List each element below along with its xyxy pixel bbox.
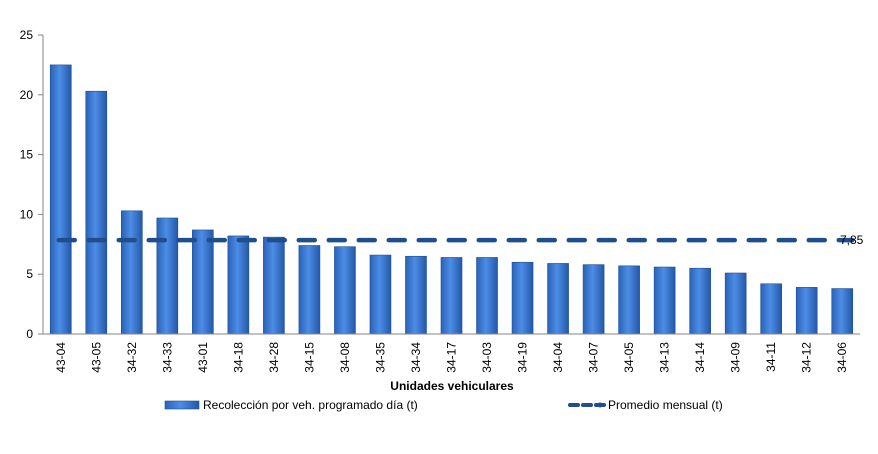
x-tick-label: 34-03 (480, 342, 494, 373)
bar (795, 287, 818, 335)
bar (85, 90, 108, 335)
bar (831, 288, 854, 335)
x-tick-label: 34-28 (267, 342, 281, 373)
x-tick-label: 34-06 (835, 342, 849, 373)
x-axis-title: Unidades vehiculares (390, 379, 514, 393)
bar (192, 229, 214, 335)
bar (49, 64, 72, 335)
bar (760, 283, 782, 335)
y-tick-label: 10 (20, 207, 34, 221)
x-tick-label: 34-08 (338, 342, 352, 373)
legend-label-average: Promedio mensual (t) (608, 398, 723, 412)
x-axis: 43-04 43-05 34-32 34-33 43-01 34-18 34-28 34-15… (43, 333, 860, 373)
x-tick-label: 34-32 (125, 342, 139, 373)
x-tick-label: 34-15 (302, 342, 316, 373)
y-tick-label: 20 (20, 88, 34, 102)
x-tick-label: 34-04 (551, 342, 565, 373)
bar (689, 267, 711, 335)
bar (547, 263, 569, 335)
bar (405, 255, 427, 335)
y-tick-label: 0 (26, 327, 33, 341)
x-tick-label: 34-35 (373, 342, 387, 373)
bar (618, 265, 640, 335)
average-line: 7,85 (56, 233, 864, 247)
x-tick-label: 34-09 (729, 342, 743, 373)
legend-swatch-bars (164, 400, 200, 410)
y-tick-label: 15 (20, 148, 34, 162)
bar (724, 272, 747, 335)
x-tick-label: 34-11 (764, 342, 778, 372)
legend-marker-average (597, 402, 603, 408)
bar (121, 210, 143, 335)
x-tick-label: 34-14 (693, 342, 707, 373)
y-tick-label: 25 (20, 28, 34, 42)
x-tick-label: 43-04 (54, 342, 68, 373)
x-tick-label: 34-05 (622, 342, 636, 373)
bar (440, 257, 463, 335)
x-tick-label: 34-17 (445, 342, 459, 373)
x-tick-label: 34-19 (516, 342, 530, 373)
bar (298, 245, 321, 335)
bar (582, 264, 605, 335)
bar (156, 217, 179, 335)
x-tick-label: 34-13 (658, 342, 672, 373)
bar (369, 254, 392, 335)
x-tick-label: 34-12 (800, 342, 814, 373)
x-tick-label: 43-05 (89, 342, 103, 373)
bar (334, 246, 356, 335)
bar-series (49, 64, 854, 335)
average-value-label: 7,85 (840, 233, 864, 247)
bar (653, 266, 676, 335)
x-tick-label: 34-07 (587, 342, 601, 373)
x-tick-label: 43-01 (196, 342, 210, 373)
bar (511, 261, 534, 335)
bar (476, 257, 498, 335)
x-tick-label: 34-33 (160, 342, 174, 373)
bar (227, 235, 250, 335)
y-tick-label: 5 (26, 267, 33, 281)
y-axis: 0 5 10 15 20 25 (20, 28, 44, 341)
x-tick-label: 34-18 (231, 342, 245, 373)
legend: Recolección por veh. programado día (t) … (164, 398, 723, 412)
legend-label-bars: Recolección por veh. programado día (t) (203, 398, 418, 412)
bar (263, 236, 285, 335)
x-tick-label: 34-34 (409, 342, 423, 373)
